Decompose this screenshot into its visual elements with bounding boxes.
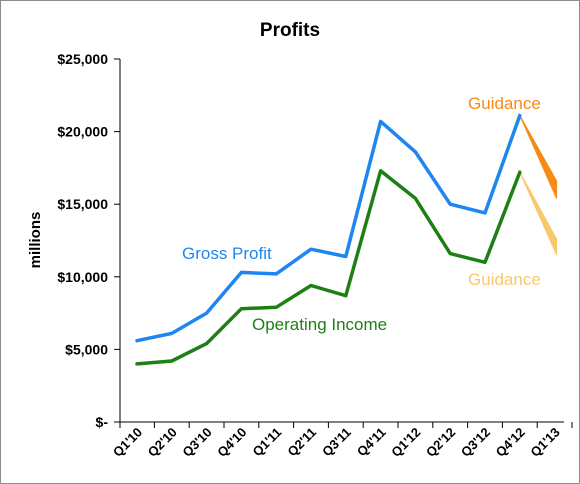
y-axis-label: millions [27,212,44,269]
y-tick-label: $25,000 [57,51,108,67]
guidance-label-operating-income: Guidance [468,270,541,289]
series-label-operating-income: Operating Income [252,315,387,334]
chart-title: Profits [260,20,320,41]
y-tick-label: $10,000 [57,269,108,285]
series-line-operating-income [135,169,522,366]
y-tick-label: $15,000 [57,196,108,212]
guidance-label-gross-profit: Guidance [468,94,541,113]
series-line-gross-profit [135,113,522,343]
y-tick-label: $20,000 [57,124,108,140]
series-lines [135,113,522,366]
annotations: Gross Profit Operating Income Guidance Guid… [182,94,541,334]
y-ticks: $- $5,000 $10,000 $15,000 $20,000 $25,000 [57,51,120,430]
y-tick-label: $- [96,414,109,430]
series-label-gross-profit: Gross Profit [182,244,272,263]
y-tick-label: $5,000 [65,341,108,357]
